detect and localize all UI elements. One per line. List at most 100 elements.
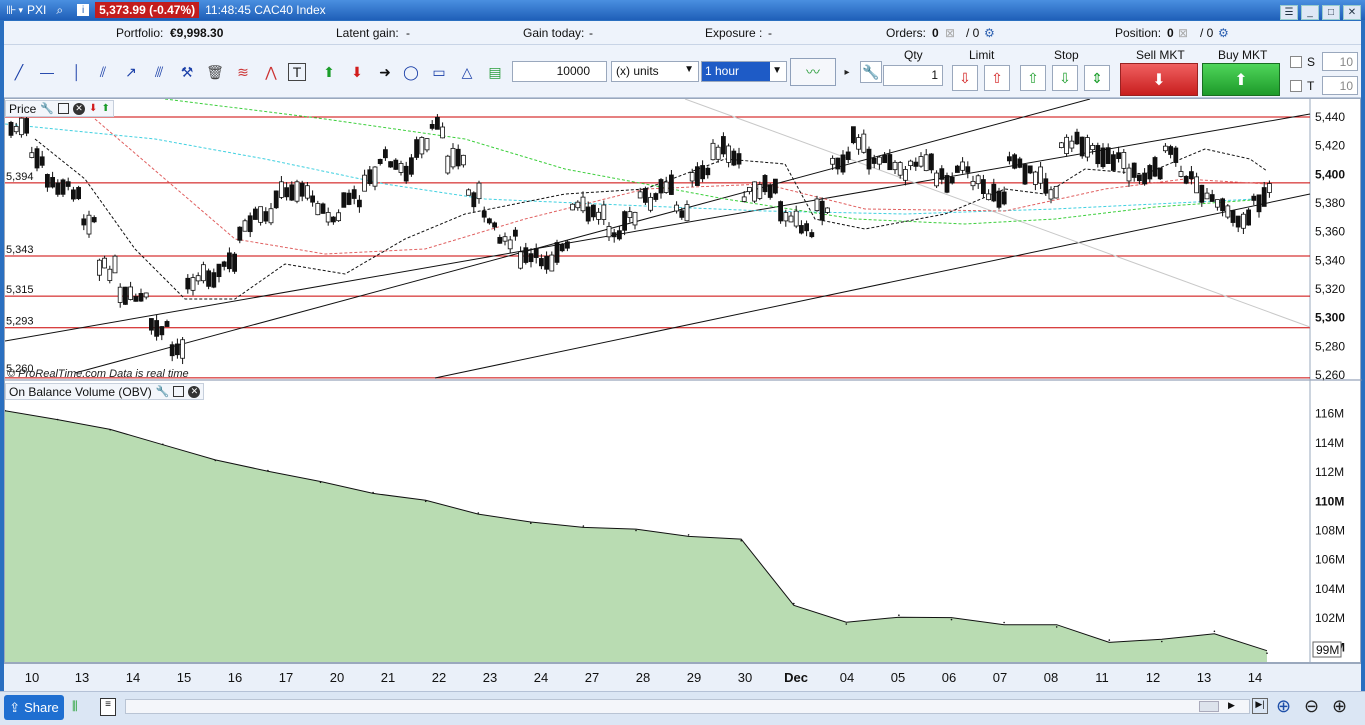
triangle-icon[interactable]: △ [461, 63, 473, 80]
candle-body [284, 187, 290, 198]
candle-body [819, 200, 825, 221]
zoom-in-icon[interactable]: ⊕ [1332, 696, 1348, 716]
position-settings-icon[interactable]: ⚙ [1218, 26, 1229, 40]
candle-body [268, 208, 274, 224]
trash-icon[interactable]: 🗑 [206, 63, 224, 80]
channel-icon[interactable]: ⫽ [99, 63, 107, 80]
horizontal-line-icon[interactable]: — [40, 64, 54, 80]
position-value: 0 [1167, 26, 1174, 40]
expand-icon[interactable]: ▸ [844, 66, 850, 78]
stop-sell-icon[interactable]: ⇩ [1052, 65, 1078, 91]
quantity-input[interactable]: 10000 [512, 61, 607, 82]
wrench-icon[interactable]: 🔧 [40, 103, 55, 115]
zoom-out-icon[interactable]: ⊖ [1304, 696, 1320, 716]
candle-body [1147, 165, 1153, 180]
s-value-input[interactable]: 10 [1322, 52, 1358, 71]
qty-input[interactable]: 1 [883, 65, 943, 86]
candle-body [278, 181, 284, 198]
candle-body [190, 277, 196, 291]
candle-body [252, 208, 258, 220]
obv-point [1055, 626, 1058, 628]
obv-point [56, 418, 59, 421]
tools-icon[interactable]: ⚒ [180, 63, 194, 80]
indicator-icon[interactable]: ▤ [488, 63, 502, 80]
right-arrow-icon[interactable]: ➜ [379, 63, 391, 80]
jump-end-icon[interactable]: ▶| [1252, 698, 1268, 714]
sell-arrow-icon[interactable]: ⬇ [351, 63, 363, 80]
s-checkbox[interactable] [1290, 56, 1302, 68]
chart-style-icon[interactable]: 〰 [790, 58, 836, 86]
level-label: 5,343 [6, 244, 34, 256]
candle-body [622, 211, 627, 231]
obv-point [1003, 621, 1005, 624]
limit-buy-icon[interactable]: ⇧ [984, 65, 1010, 91]
position-close-icon[interactable]: ⊠ [1178, 26, 1189, 40]
close-icon[interactable]: ✕ [73, 102, 86, 115]
orders-settings-icon[interactable]: ⚙ [984, 26, 995, 40]
candle-body [731, 150, 737, 166]
candle-body [939, 168, 945, 180]
close-icon[interactable]: ✕ [1343, 4, 1361, 20]
sell-mkt-button[interactable]: ⬇ [1120, 63, 1198, 96]
window-icon[interactable] [173, 386, 185, 397]
share-button[interactable]: ⇪ Share [4, 695, 64, 720]
parallel-lines-icon[interactable]: ⫻ [154, 63, 164, 80]
chevron-down-icon[interactable]: ▾ [18, 4, 23, 15]
time-axis-label: 17 [278, 670, 294, 685]
buy-arrow-icon[interactable]: ⬆ [323, 63, 335, 80]
menu-icon[interactable]: ☰ [1280, 4, 1298, 20]
units-select[interactable]: (x) units ▼ [611, 61, 699, 82]
candle-body [123, 286, 128, 305]
candle-body [502, 236, 508, 242]
time-axis-label: 28 [635, 670, 651, 685]
rectangle-icon[interactable]: ▭ [432, 63, 446, 80]
close-icon[interactable]: ✕ [188, 385, 201, 398]
vertical-line-icon[interactable]: │ [72, 64, 82, 80]
text-icon[interactable]: T [288, 63, 306, 81]
timeframe-select[interactable]: 1 hour ▼ [701, 61, 787, 82]
candle-body [320, 203, 326, 214]
stop-label: Stop [1054, 48, 1079, 62]
fibonacci-icon[interactable]: ≋ [237, 63, 249, 80]
list-icon[interactable]: ≡ [100, 698, 116, 716]
ellipse-icon[interactable]: ◯ [403, 63, 419, 80]
zoom-fit-icon[interactable]: ⊕ [1276, 696, 1292, 716]
candle-body [258, 206, 264, 223]
chart-area[interactable]: 5,440 5,420 5,400 5,380 5,360 5,340 5,320 5,300… [4, 98, 1362, 664]
info-icon[interactable]: i [77, 4, 90, 16]
stop-trail-icon[interactable]: ⇕ [1084, 65, 1110, 91]
candles-icon[interactable]: ⫼ [72, 699, 78, 713]
t-value-input[interactable]: 10 [1322, 76, 1358, 95]
window-icon[interactable] [58, 103, 70, 114]
candle-body [24, 118, 30, 134]
minimize-icon[interactable]: _ [1301, 4, 1319, 20]
fan-icon[interactable]: ⋀ [265, 63, 277, 80]
scroll-right-icon[interactable]: ▶ [1228, 700, 1235, 710]
move-down-icon[interactable]: ⬇ [89, 103, 98, 114]
candle-body [1194, 176, 1199, 194]
candle-body [148, 318, 154, 331]
candle-body [367, 169, 373, 185]
t-checkbox[interactable] [1290, 80, 1302, 92]
move-up-icon[interactable]: ⬆ [101, 103, 110, 114]
candle-body [1168, 146, 1173, 155]
scroll-thumb[interactable] [1199, 701, 1219, 712]
candle-body [809, 232, 815, 238]
candle-body [476, 182, 482, 200]
stop-buy-icon[interactable]: ⇧ [1020, 65, 1046, 91]
candle-body [923, 154, 929, 172]
candle-body [851, 126, 856, 144]
buy-mkt-button[interactable]: ⬆ [1202, 63, 1280, 96]
maximize-icon[interactable]: □ [1322, 4, 1340, 20]
orders-close-icon[interactable]: ⊠ [945, 26, 956, 40]
search-icon[interactable]: ⌕ [56, 2, 64, 17]
limit-sell-icon[interactable]: ⇩ [952, 65, 978, 91]
time-axis-label: Dec [784, 670, 808, 685]
wrench-icon[interactable]: 🔧 [860, 61, 882, 83]
horizontal-scrollbar[interactable] [125, 699, 1250, 714]
wrench-icon[interactable]: 🔧 [155, 386, 170, 398]
candle-body [414, 139, 420, 158]
ray-icon[interactable]: ↗ [125, 63, 137, 80]
candle-body [1267, 183, 1272, 193]
trendline-icon[interactable]: ╱ [14, 63, 24, 80]
